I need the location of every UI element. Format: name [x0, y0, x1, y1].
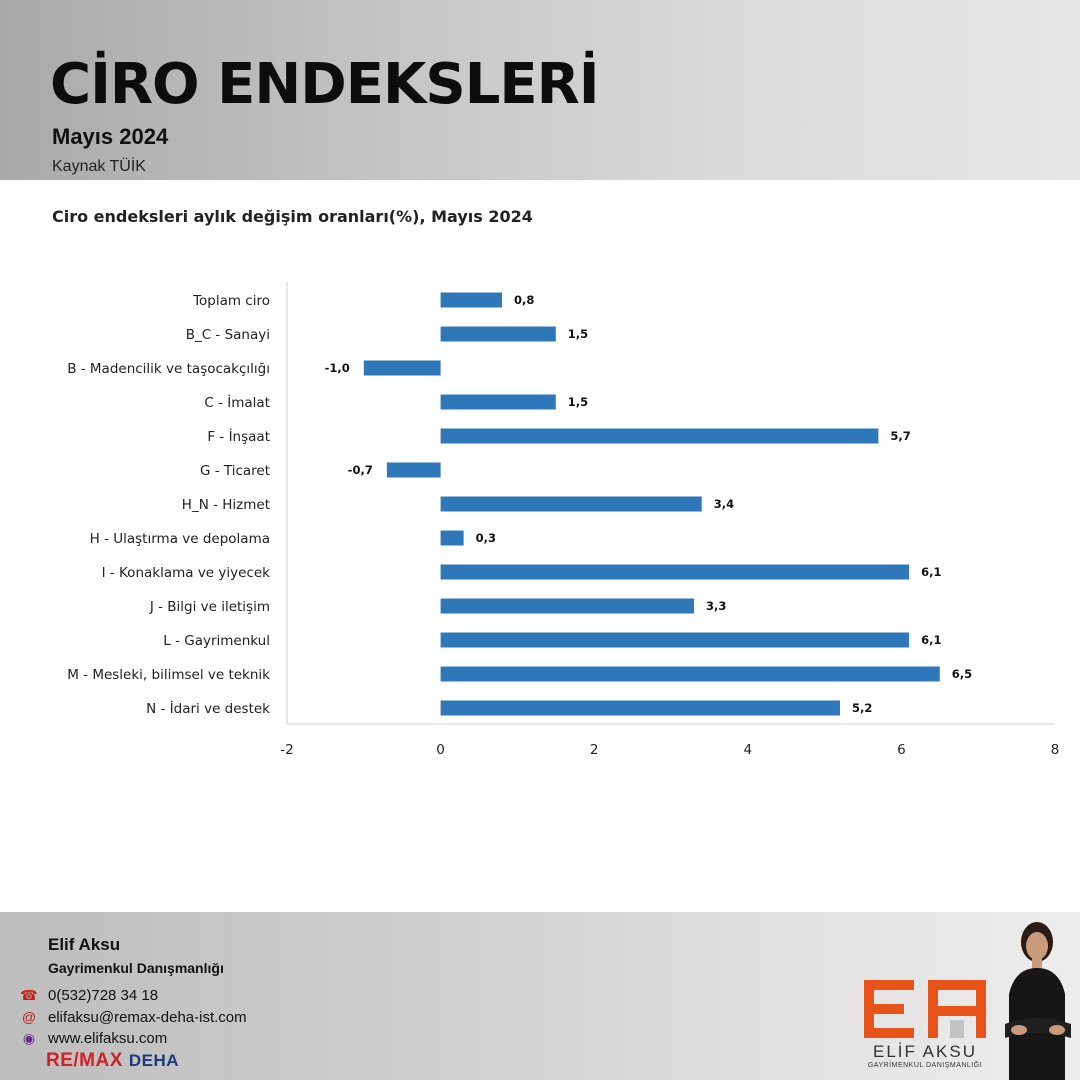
website-row: ◉ www.elifaksu.com [18, 1029, 167, 1047]
x-tick-label: -2 [280, 742, 293, 758]
email-address[interactable]: elifaksu@remax-deha-ist.com [48, 1008, 247, 1026]
data-label: -1,0 [325, 361, 350, 375]
logo-subtitle: GAYRİMENKUL DANIŞMANLIĞI [867, 1062, 983, 1069]
bar [440, 530, 464, 546]
x-tick-label: 2 [590, 742, 599, 758]
category-label: C - İmalat [204, 393, 270, 411]
data-label: 1,5 [568, 395, 588, 409]
bar [440, 598, 695, 614]
x-tick-label: 4 [744, 742, 753, 758]
bar [440, 632, 910, 648]
bar [440, 292, 503, 308]
category-label: H_N - Hizmet [182, 497, 270, 513]
ea-logo-mark [864, 980, 986, 1038]
data-label: 1,5 [568, 327, 588, 341]
category-label: B - Madencilik ve taşocakçılığı [67, 361, 270, 377]
mail-icon: @ [21, 1009, 37, 1025]
data-label: 3,3 [706, 599, 726, 613]
logo-name: ELİF AKSU [873, 1042, 977, 1061]
agent-name: Elif Aksu [48, 935, 121, 954]
data-label: 5,7 [890, 429, 910, 443]
source-label: Kaynak TÜİK [52, 158, 146, 175]
data-label: 0,3 [476, 531, 496, 545]
data-label: 6,1 [921, 633, 941, 647]
phone-row: ☎ 0(532)728 34 18 [18, 986, 158, 1004]
data-label: 0,8 [514, 293, 534, 307]
footer-band [0, 912, 1080, 1080]
email-row: @ elifaksu@remax-deha-ist.com [18, 1008, 247, 1026]
website-link[interactable]: www.elifaksu.com [48, 1029, 168, 1047]
chart-title: Ciro endeksleri aylık değişim oranları(%… [52, 207, 533, 226]
agent-photo [1005, 922, 1071, 1080]
phone-icon: ☎ [20, 987, 38, 1003]
header-band [0, 0, 1080, 180]
category-label: L - Gayrimenkul [163, 633, 270, 649]
category-label: I - Konaklama ve yiyecek [102, 565, 271, 581]
category-label: N - İdari ve destek [146, 699, 270, 717]
bar [440, 666, 940, 682]
bar [440, 326, 556, 342]
category-label: Toplam ciro [192, 293, 270, 309]
category-label: J - Bilgi ve iletişim [149, 599, 270, 615]
x-tick-label: 0 [436, 742, 445, 758]
bar [440, 564, 910, 580]
data-label: 6,5 [952, 667, 972, 681]
data-label: 6,1 [921, 565, 941, 579]
bar [440, 700, 840, 716]
category-label: M - Mesleki, bilimsel ve teknik [67, 667, 270, 683]
x-tick-label: 6 [897, 742, 906, 758]
remax-office: DEHA [128, 1051, 180, 1070]
period-label: Mayıs 2024 [52, 124, 169, 149]
remax-logo: RE/MAX DEHA [46, 1050, 179, 1072]
globe-icon: ◉ [22, 1030, 36, 1046]
phone-number[interactable]: 0(532)728 34 18 [48, 986, 159, 1004]
bar [440, 496, 702, 512]
category-label: F - İnşaat [207, 427, 270, 445]
agent-role: Gayrimenkul Danışmanlığı [48, 960, 224, 976]
bar [440, 428, 879, 444]
data-label: 5,2 [852, 701, 872, 715]
bar [363, 360, 441, 376]
x-tick-label: 8 [1051, 742, 1060, 758]
bar [386, 462, 441, 478]
remax-brand: RE/MAX [46, 1050, 123, 1071]
page-title: CİRO ENDEKSLERİ [50, 52, 600, 117]
data-label: -0,7 [348, 463, 373, 477]
bar [440, 394, 556, 410]
data-label: 3,4 [714, 497, 734, 511]
category-label: G - Ticaret [200, 463, 270, 479]
bar-chart: Toplam ciro 0,8 B_C - Sanayi 1,5 B - Madenci… [67, 282, 1060, 758]
category-label: B_C - Sanayi [186, 327, 270, 343]
category-label: H - Ulaştırma ve depolama [90, 531, 270, 547]
